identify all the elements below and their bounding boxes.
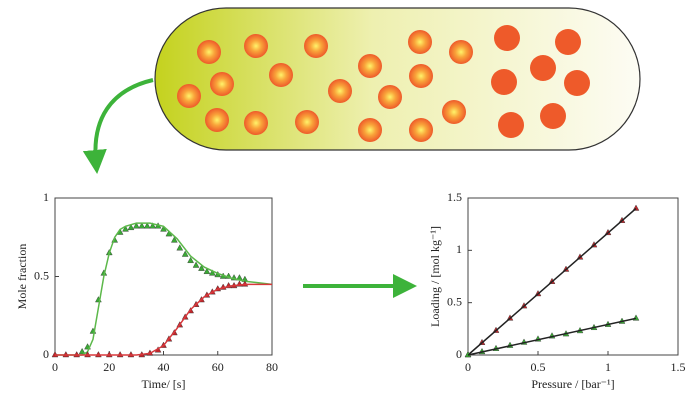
data-point	[203, 267, 211, 274]
y-tick-label: 0	[456, 347, 462, 361]
y-tick-label: 1	[456, 242, 462, 256]
data-point	[149, 222, 156, 229]
data-point	[143, 222, 151, 229]
x-tick-label: 20	[103, 360, 115, 374]
x-tick-label: 40	[158, 360, 170, 374]
y-axis-label: Loading / [mol kg⁻¹]	[428, 226, 442, 327]
x-tick-label: 0.5	[531, 360, 546, 374]
model-line	[55, 222, 273, 356]
y-tick-label: 0.5	[447, 294, 462, 308]
column-diagram	[82, 7, 641, 298]
data-point	[127, 223, 135, 231]
data-point	[198, 264, 205, 271]
y-tick-label: 1	[43, 190, 49, 204]
y-axis-label: Mole fraction	[15, 244, 29, 310]
x-tick-label: 1.5	[671, 360, 686, 374]
model-line	[467, 317, 637, 356]
data-point	[78, 347, 86, 355]
model-line	[55, 283, 272, 356]
data-point	[192, 261, 200, 268]
data-point	[187, 256, 194, 263]
x-tick-label: 60	[212, 360, 224, 374]
x-axis-label: Pressure / [bar⁻¹]	[531, 377, 614, 391]
x-tick-label: 80	[266, 360, 278, 374]
data-point	[138, 222, 146, 229]
data-point	[171, 236, 178, 243]
plot-frame	[467, 197, 679, 356]
x-tick-label: 0	[52, 360, 58, 374]
model-line	[467, 207, 637, 356]
chart: 0 0.5 1 1.5 0 0.5 1 1.5 Pressure / [bar⁻¹] Loadin…	[428, 190, 686, 391]
data-point	[208, 269, 216, 276]
y-tick-label: 0.5	[34, 268, 49, 282]
chart: 0 20 40 60 80 0 0.5 1 Time/ [s] Mole fraction	[15, 190, 278, 391]
y-tick-label: 0	[43, 347, 49, 361]
data-point	[176, 244, 184, 251]
y-tick-label: 1.5	[447, 190, 462, 204]
x-tick-label: 1	[605, 360, 611, 374]
x-tick-label: 0	[465, 360, 471, 374]
data-point	[122, 225, 129, 232]
x-axis-label: Time/ [s]	[142, 377, 186, 391]
data-point	[181, 250, 189, 257]
data-point	[133, 222, 140, 229]
